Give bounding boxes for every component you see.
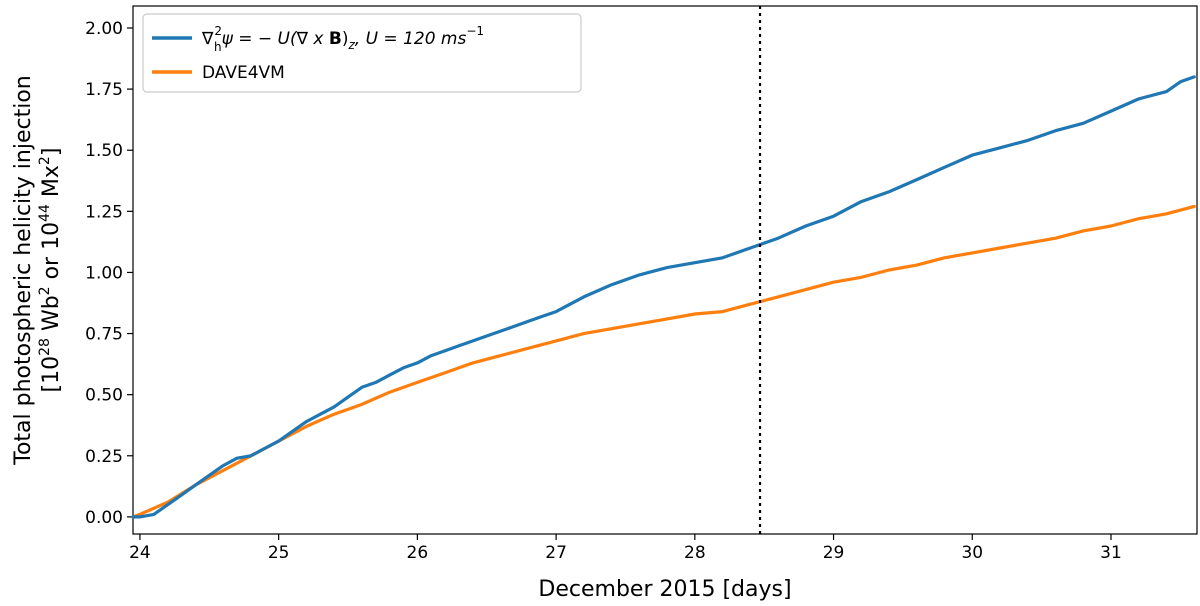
series-line-dave4vm	[131, 204, 1196, 519]
y-tick-label: 1.75	[85, 80, 123, 100]
legend-label-ideal: ∇2 hψ = − U(∇ x B)z, U = 120 ms−1	[201, 24, 484, 54]
x-tick-label: 29	[823, 543, 845, 563]
x-tick-label: 30	[961, 543, 983, 563]
y-axis-label-group: Total photospheric helicity injection [1…	[11, 75, 64, 465]
series-line-ideal	[131, 75, 1196, 519]
x-axis-label: December 2015 [days]	[538, 577, 791, 602]
plot-frame	[132, 5, 1198, 535]
y-tick-label: 1.25	[85, 202, 123, 222]
x-tick-label: 26	[407, 543, 429, 563]
y-tick-label: 1.50	[85, 141, 123, 161]
y-tick-label: 1.00	[85, 263, 123, 283]
y-tick-label: 0.00	[85, 508, 123, 528]
legend-box	[142, 13, 582, 93]
x-tick-label: 31	[1100, 543, 1122, 563]
x-tick-label: 25	[268, 543, 290, 563]
y-tick-label: 2.00	[85, 19, 123, 39]
legend: ∇2 hψ = − U(∇ x B)z, U = 120 ms−1 DAVE4VM	[142, 13, 582, 93]
y-tick-label: 0.50	[85, 386, 123, 406]
y-axis-label-line1: Total photospheric helicity injection	[11, 75, 36, 465]
x-tick-label: 28	[684, 543, 706, 563]
x-tick-label: 27	[545, 543, 567, 563]
axis-ticks: 24 25 26 27 28 29 30 31 0.00 0.25 0.50 0.75 1.00 1.25…	[85, 19, 1122, 563]
y-tick-label: 0.25	[85, 447, 123, 467]
legend-label-dave4vm: DAVE4VM	[202, 63, 285, 83]
series-layer	[131, 75, 1196, 519]
x-tick-label: 24	[129, 543, 151, 563]
y-tick-label: 0.75	[85, 325, 123, 345]
y-axis-label-line2: [1028 Wb2 or 1044 Mx2]	[37, 148, 64, 393]
